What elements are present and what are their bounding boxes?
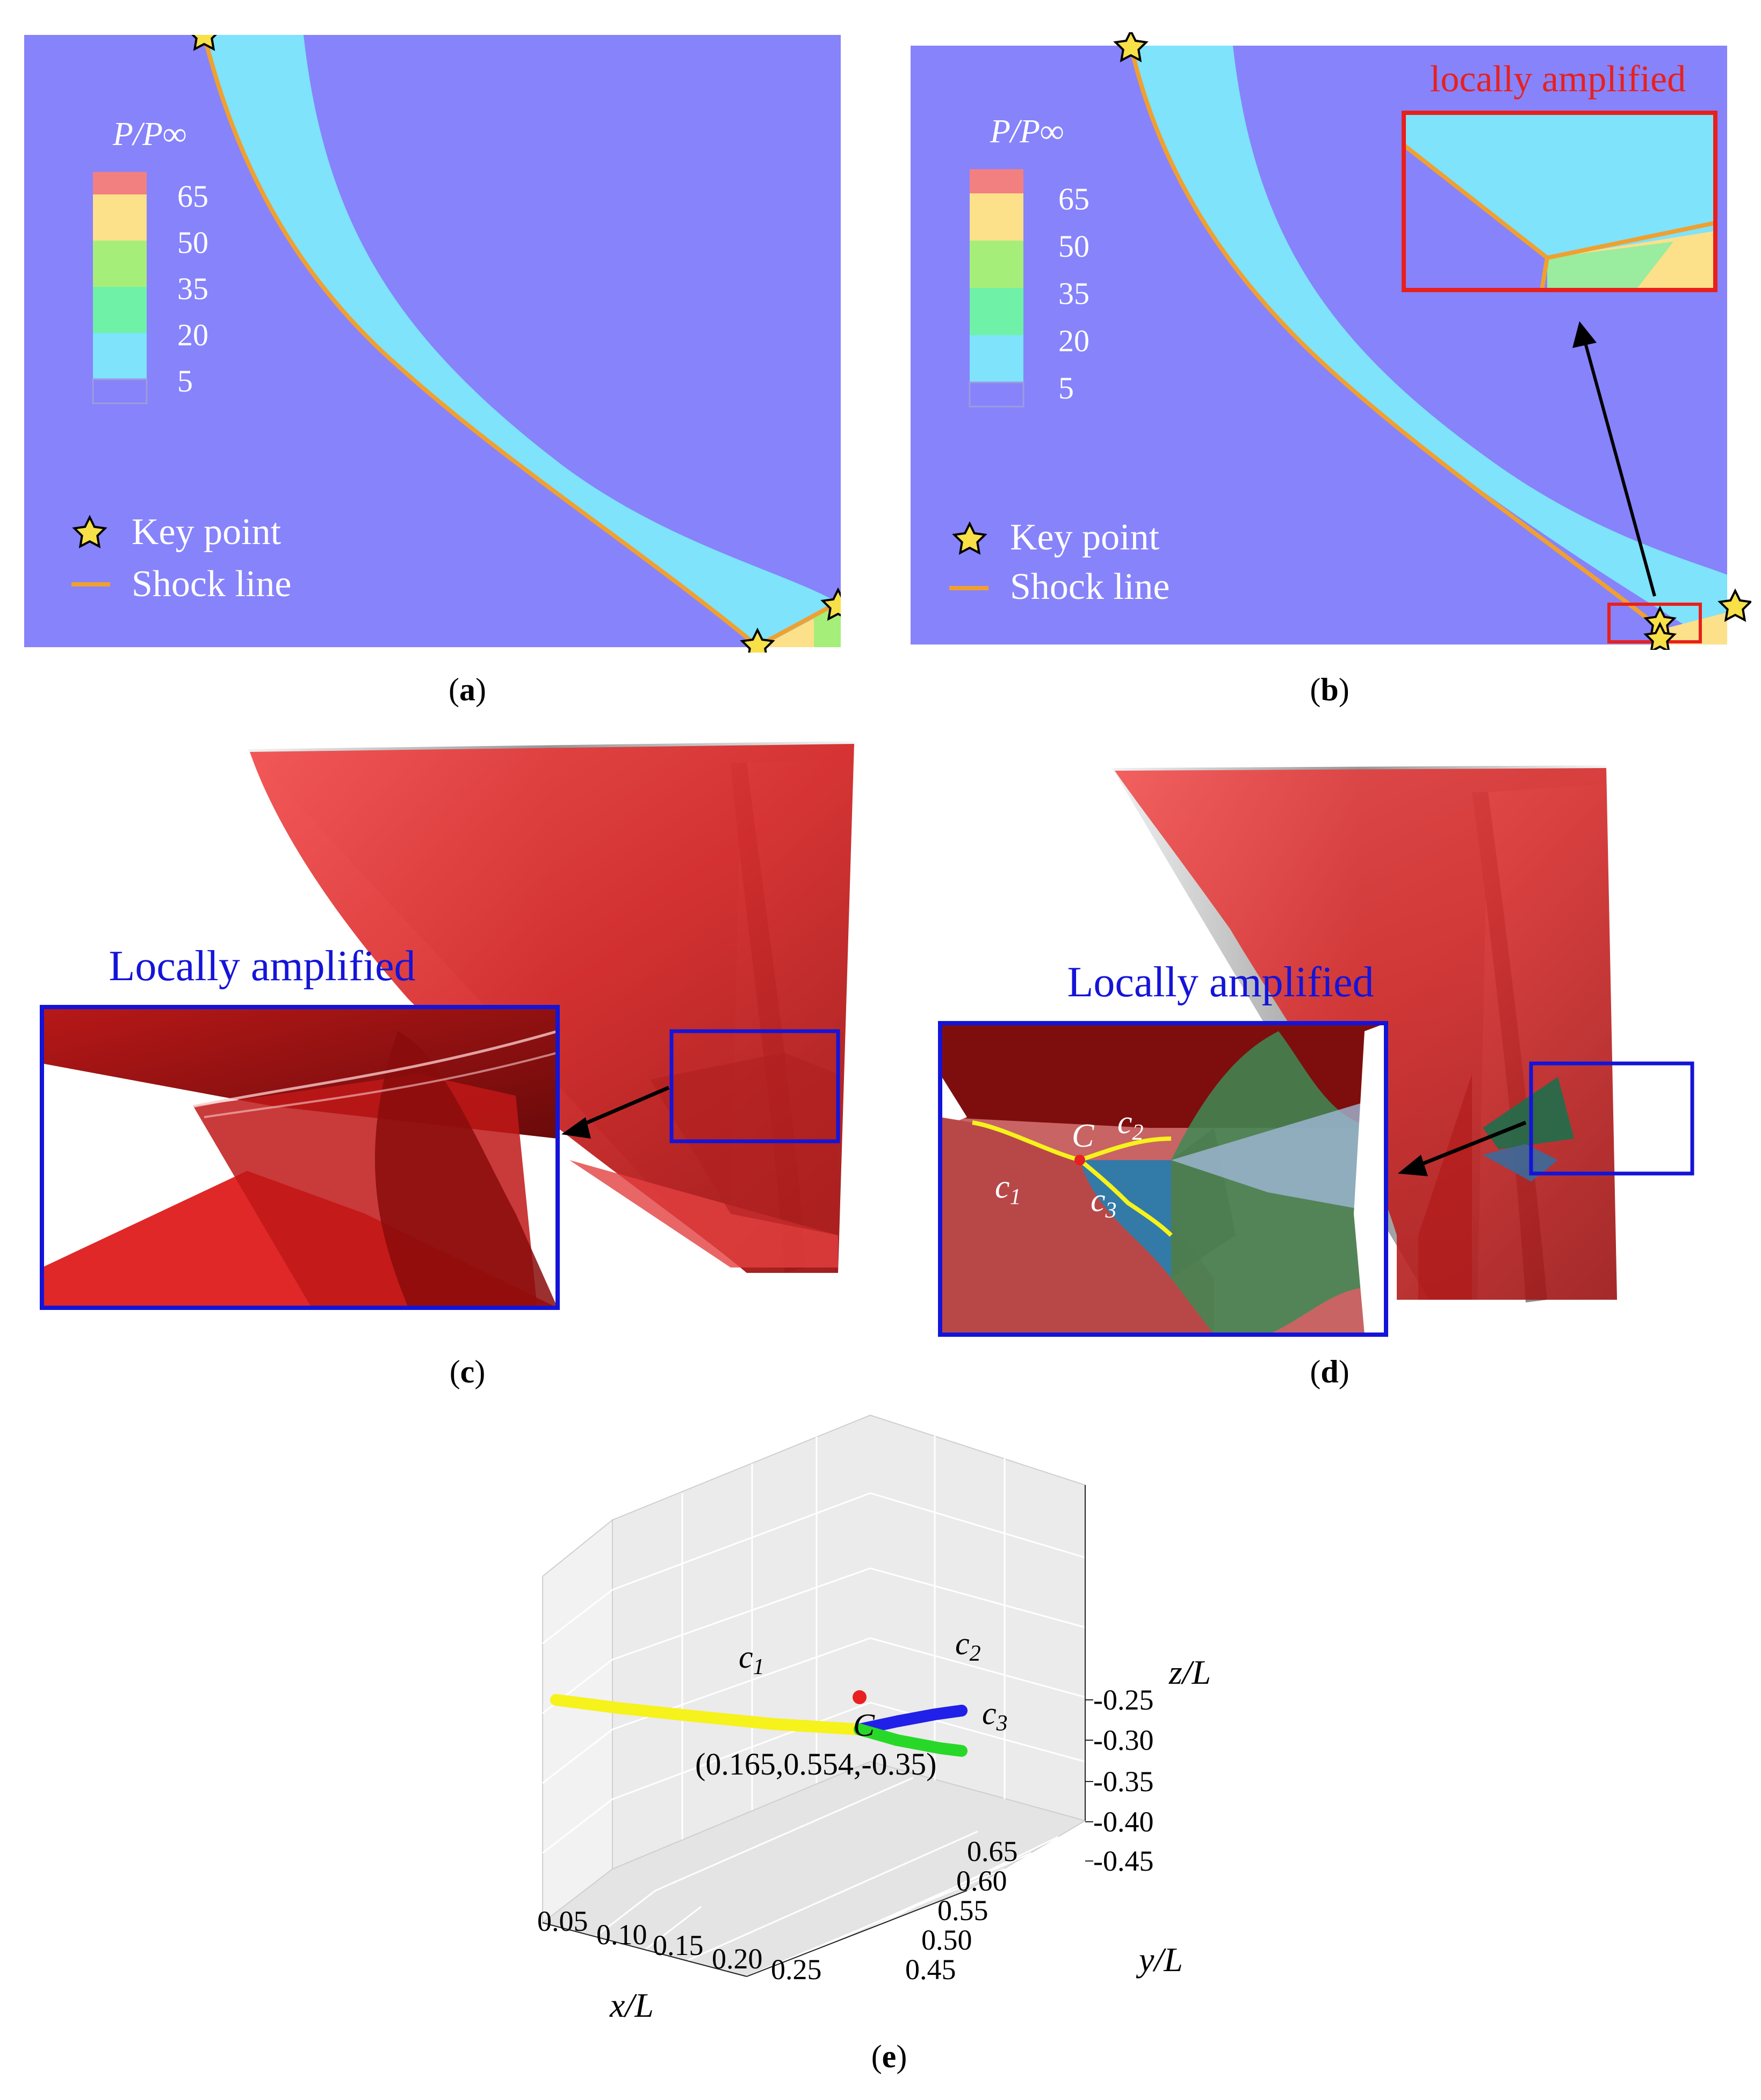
label-c3: c3: [1091, 1182, 1117, 1223]
x-ticks: 0.05 0.10 0.15 0.20 0.25: [537, 1905, 822, 1986]
panel-a: P/P∞ 65 50 35 20 5 Key point Shock line: [24, 35, 841, 653]
label-point-c: C: [1072, 1118, 1094, 1154]
panel-b: locally amplified P/P∞ 65 50 35 20 5 Key…: [911, 32, 1751, 650]
zoom-arrow: [1417, 1120, 1527, 1168]
z-tick-label: -0.40: [1093, 1806, 1153, 1838]
y-tick-label: 0.60: [956, 1865, 1007, 1897]
caption-b: (b): [1310, 672, 1349, 707]
x-tick-label: 0.05: [537, 1905, 588, 1937]
colorbar-label: 5: [1058, 371, 1074, 405]
series-c2-line: [854, 1705, 968, 1735]
shock-line: [202, 35, 831, 649]
y-tick-label: 0.65: [967, 1835, 1018, 1867]
colorbar-label: 65: [177, 179, 208, 214]
series-label-c3: c3: [982, 1696, 1008, 1736]
legend-key-point: Key point: [1010, 517, 1160, 558]
label-c1: c1: [995, 1169, 1021, 1210]
key-point-marker: [1717, 588, 1751, 622]
inset-amplified: [938, 1021, 1388, 1337]
colorbar-label: 50: [177, 225, 208, 260]
colorbar-label: 20: [1058, 323, 1089, 358]
y-axis-title: y/L: [1136, 1940, 1183, 1979]
y-tick-label: 0.55: [937, 1894, 988, 1927]
shock-layer: [204, 35, 841, 647]
inset-title: locally amplified: [1430, 59, 1686, 100]
y-ticks: 0.450.500.550.600.65: [905, 1835, 1018, 1986]
x-tick-label: 0.15: [653, 1929, 704, 1961]
series-c3-line: [854, 1724, 968, 1757]
colorbar-label: 20: [177, 317, 208, 352]
colorbar-title: P/P∞: [990, 113, 1064, 150]
series-label-c1: c1: [739, 1639, 764, 1679]
label-c2: c2: [1117, 1104, 1144, 1145]
colorbar-label: 50: [1058, 229, 1089, 264]
colorbar-title: P/P∞: [112, 116, 186, 153]
key-point-marker: [191, 35, 841, 653]
key-point-marker: [1643, 621, 1677, 650]
z-tick-label: -0.45: [1093, 1845, 1153, 1877]
panel-c: Locally amplified: [32, 730, 870, 1327]
x-tick-label: 0.10: [596, 1918, 647, 1951]
panel-a-contour: P/P∞ 65 50 35 20 5 Key point Shock line: [24, 35, 841, 653]
caption-a: (a): [449, 672, 486, 707]
z-tick-label: -0.30: [1093, 1724, 1153, 1756]
colorbar-label: 5: [177, 364, 193, 399]
caption-e: (e): [871, 2039, 907, 2074]
legend-star-icon: [72, 515, 107, 548]
legend-key-point: Key point: [132, 511, 282, 553]
inset-title: Locally amplified: [109, 943, 416, 990]
point-c-coords: (0.165,0.554,-0.35): [695, 1747, 936, 1782]
zoom-box: [1529, 1061, 1694, 1176]
caption-d: (d): [1310, 1354, 1349, 1389]
x-axis-line: [542, 1922, 747, 1977]
panel-e: -0.25 -0.30 -0.35 -0.40 -0.45 0.45 0.50 0.55 0.…: [532, 1407, 1284, 2025]
panel-c-render: Locally amplified: [40, 741, 854, 1310]
y-tick-label: 0.50: [921, 1924, 972, 1956]
colorbar: [969, 169, 1024, 408]
zoom-arrow: [574, 1085, 670, 1130]
z-tick-label: -0.25: [1093, 1684, 1153, 1716]
x-tick-label: 0.20: [712, 1943, 763, 1975]
pane-left: [542, 1518, 613, 1924]
panel-d-render: Locally amplified C c2 c1 c3: [938, 765, 1694, 1337]
colorbar-label: 65: [1058, 182, 1089, 216]
colorbar: [92, 172, 148, 404]
arrowhead-icon: [1398, 1155, 1428, 1176]
legend-shock-line: Shock line: [132, 563, 291, 605]
z-axis-title: z/L: [1168, 1653, 1211, 1691]
shock-line: [1129, 45, 1662, 631]
x-axis-title: x/L: [609, 1986, 654, 2024]
gridlines: [542, 1434, 1086, 1978]
shock-layer: [1131, 46, 1727, 645]
caption-c: (c): [449, 1354, 486, 1389]
series-label-c2: c2: [955, 1626, 981, 1666]
inset-amplified: [40, 1005, 560, 1310]
key-point-marker: [1113, 32, 1149, 62]
legend-shock-line: Shock line: [1010, 566, 1170, 607]
inset-amplified: [1402, 111, 1717, 292]
point-c-marker: [853, 1690, 867, 1704]
series-c1-line: [550, 1694, 865, 1735]
z-tick-label: -0.35: [1093, 1765, 1153, 1798]
zoom-arrow: [1583, 341, 1656, 597]
inset-title: Locally amplified: [1067, 959, 1374, 1006]
colorbar-label: 35: [177, 271, 208, 306]
panel-b-contour: locally amplified P/P∞ 65 50 35 20 5 Key…: [911, 32, 1751, 650]
colorbar-label: 35: [1058, 276, 1089, 311]
x-tick-label: 0.25: [771, 1953, 822, 1986]
arrowhead-icon: [561, 1117, 591, 1139]
legend-star-icon: [952, 521, 987, 555]
point-c-label: C: [853, 1707, 875, 1743]
curves: [550, 1694, 968, 1757]
chart-3d: -0.25-0.30-0.35-0.40-0.45 0.450.500.550.…: [537, 1414, 1211, 2024]
point-c-marker: [1074, 1155, 1085, 1165]
zoom-box: [669, 1029, 840, 1143]
panel-d: Locally amplified C c2 c1 c3: [935, 752, 1751, 1343]
y-tick-label: 0.45: [905, 1953, 956, 1986]
arrowhead-icon: [1572, 321, 1597, 348]
z-ticks: -0.25 -0.30 -0.35 -0.40 -0.45: [1085, 1684, 1153, 1877]
y-axis-line: [746, 1890, 968, 1977]
